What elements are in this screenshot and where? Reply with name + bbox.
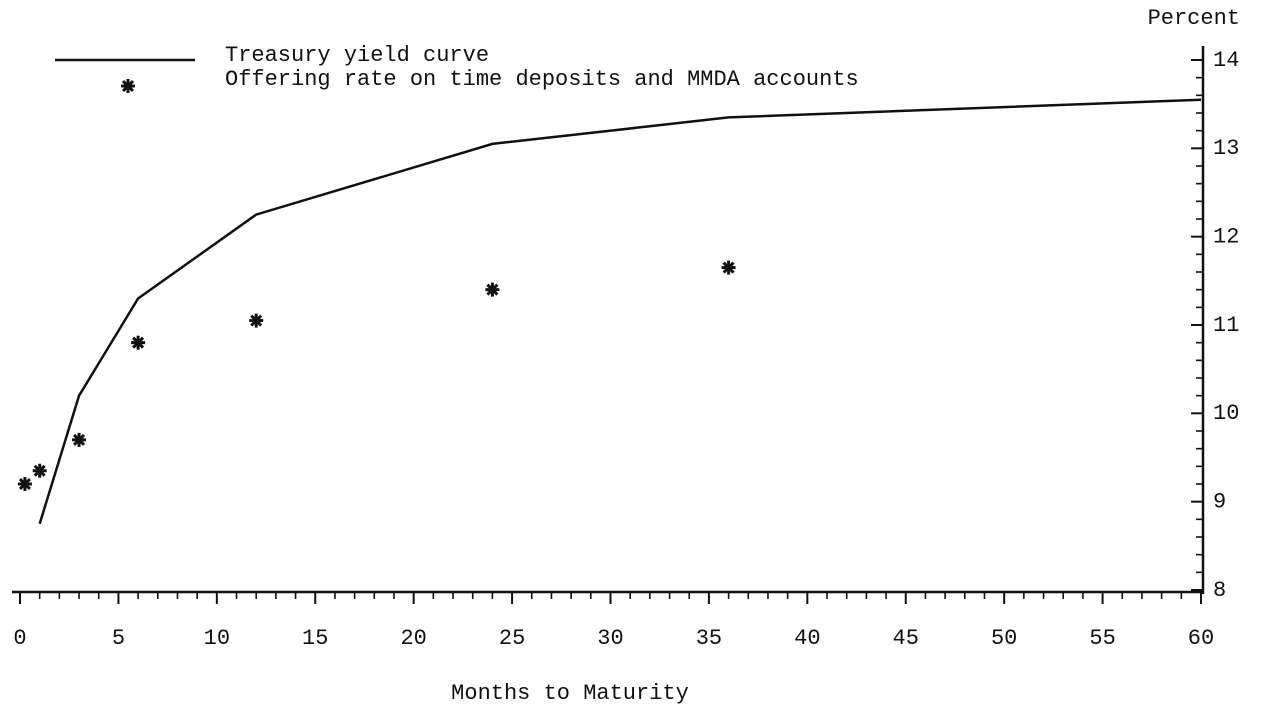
x-axis-label: Months to Maturity: [451, 681, 689, 706]
yield-curve: [38, 98, 1202, 525]
marker: [485, 282, 500, 297]
x-tick-label: 5: [112, 626, 125, 651]
y-tick-label: 9: [1213, 489, 1226, 514]
x-tick-label: 0: [13, 626, 26, 651]
x-tick-label: 15: [302, 626, 328, 651]
marker: [249, 313, 264, 328]
marker: [721, 260, 736, 275]
star-stroke: [121, 79, 135, 93]
marker: [72, 432, 87, 447]
marker: [131, 335, 146, 350]
x-tick-label: 25: [499, 626, 525, 651]
y-tick-label: 10: [1213, 401, 1239, 426]
legend-marker: [121, 79, 135, 93]
x-tick-label: 45: [893, 626, 919, 651]
x-tick-label: 60: [1188, 626, 1214, 651]
x-tick-label: 50: [991, 626, 1017, 651]
star-stroke: [486, 283, 499, 296]
star-stroke: [33, 464, 46, 477]
y-axis-label: Percent: [1148, 6, 1240, 31]
star-stroke: [73, 433, 86, 446]
x-tick-label: 35: [696, 626, 722, 651]
y-tick-label: 8: [1213, 578, 1226, 603]
marker: [32, 463, 47, 478]
x-tick-label: 40: [794, 626, 820, 651]
x-tick-label: 55: [1089, 626, 1115, 651]
y-tick-label: 11: [1213, 313, 1239, 338]
legend-label: Treasury yield curve: [225, 43, 489, 68]
star-stroke: [18, 477, 31, 491]
legend-label: Offering rate on time deposits and MMDA …: [225, 67, 859, 92]
x-tick-label: 10: [204, 626, 230, 651]
star-stroke: [250, 314, 263, 327]
y-tick-label: 13: [1213, 136, 1239, 161]
x-tick-label: 20: [400, 626, 426, 651]
y-tick-label: 12: [1213, 224, 1239, 249]
y-tick-label: 14: [1213, 48, 1239, 73]
x-tick-label: 30: [597, 626, 623, 651]
star-stroke: [132, 336, 145, 349]
star-stroke: [722, 261, 735, 274]
marker: [17, 477, 32, 491]
